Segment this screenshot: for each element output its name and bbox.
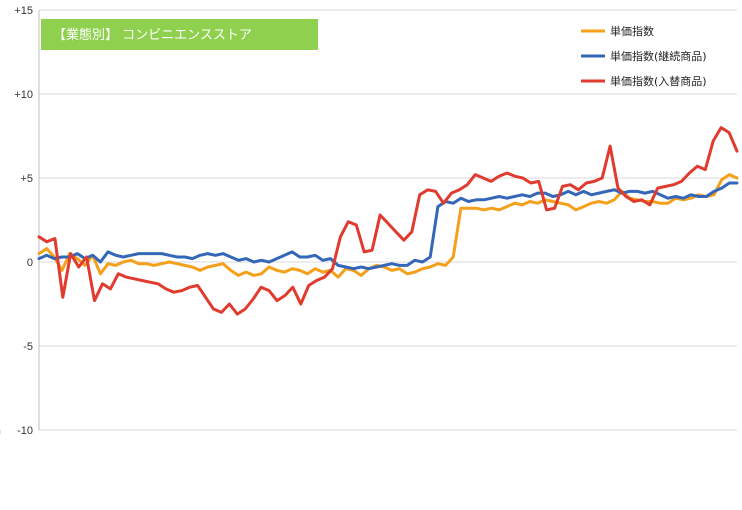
series-lines — [37, 126, 739, 316]
y-tick-label: +5 — [20, 173, 33, 185]
gridlines — [39, 9, 737, 431]
series-line-2 — [37, 181, 739, 271]
y-tick-label: -10 — [17, 425, 33, 437]
chart-title: 【業態別】 コンビニエンスストア — [41, 19, 318, 50]
series-line-3 — [37, 126, 739, 316]
y-tick-label: 0 — [27, 257, 33, 269]
legend-label: 単価指数 — [610, 24, 654, 38]
legend-label: 単価指数(入替商品) — [610, 74, 707, 88]
legend-label: 単価指数(継続商品) — [610, 49, 707, 63]
y-tick-label: +10 — [14, 89, 33, 101]
y-tick-label: +15 — [14, 5, 33, 17]
y-tick-label: -5 — [23, 341, 33, 353]
y-axis: +15 +10 +5 0 -5 -10 — [14, 5, 40, 437]
title-text: 【業態別】 コンビニエンスストア — [53, 27, 252, 43]
title-background — [41, 19, 318, 50]
